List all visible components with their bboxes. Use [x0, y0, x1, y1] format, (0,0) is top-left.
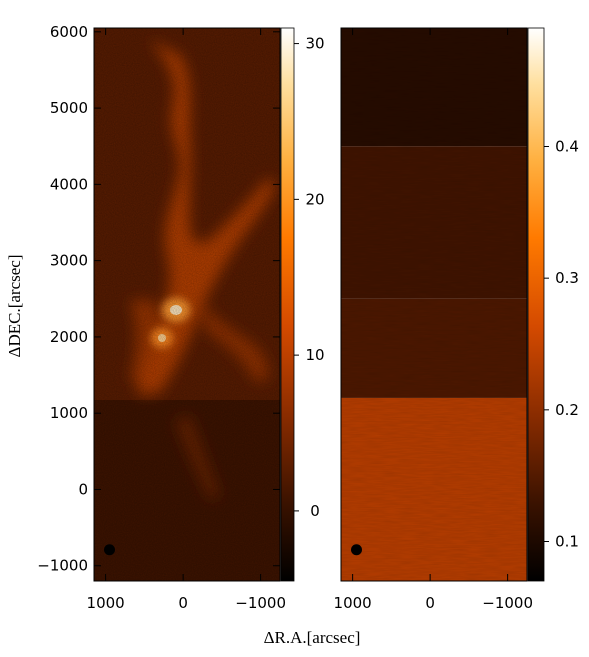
- y-tick-label: 4000: [50, 175, 88, 193]
- beam-marker: [104, 544, 115, 556]
- colorbar-tick-label: 0.4: [555, 138, 579, 156]
- y-tick-label: 6000: [50, 23, 88, 41]
- left-x-axis: 1000 0 −1000: [87, 28, 286, 612]
- right-panel: 1000 0 −1000 0.1 0.2 0.3 0.4: [334, 27, 579, 612]
- right-frame: [340, 27, 528, 582]
- colorbar-tick-label: 0.2: [555, 401, 579, 419]
- x-tick-label: 0: [425, 594, 435, 612]
- left-colorbar-axis: 0 10 20 30: [294, 35, 325, 520]
- y-axis-title: ΔDEC.[arcsec]: [5, 255, 24, 358]
- left-frame: [93, 27, 281, 582]
- colorbar-tick-label: 0.3: [555, 269, 579, 287]
- y-tick-label: 5000: [50, 99, 88, 117]
- y-tick-label: 2000: [50, 328, 88, 346]
- right-x-axis: 1000 0 −1000: [334, 28, 533, 612]
- left-y-axis: −1000 0 1000 2000 3000 4000 5000 6000: [37, 23, 280, 575]
- right-colorbar-axis: 0.1 0.2 0.3 0.4: [544, 138, 579, 551]
- y-tick-label: 3000: [50, 252, 88, 270]
- x-tick-label: 1000: [334, 594, 372, 612]
- x-tick-label: 0: [178, 594, 188, 612]
- x-tick-label: 1000: [87, 594, 125, 612]
- y-tick-label: 1000: [50, 404, 88, 422]
- y-tick-label: 0: [78, 480, 88, 498]
- y-tick-label: −1000: [37, 557, 88, 575]
- colorbar-tick-label: 20: [305, 190, 324, 208]
- x-tick-label: −1000: [482, 594, 533, 612]
- colorbar-tick-label: 0.1: [555, 533, 579, 551]
- left-colorbar: [280, 27, 295, 582]
- colorbar-tick-label: 10: [305, 346, 324, 364]
- colorbar-tick-label: 0: [310, 502, 320, 520]
- colorbar-tick-label: 30: [305, 35, 324, 53]
- right-intensity-map: [341, 28, 527, 581]
- beam-marker: [351, 544, 362, 556]
- x-tick-label: −1000: [235, 594, 286, 612]
- left-intensity-map: [94, 28, 280, 581]
- right-colorbar: [527, 27, 545, 582]
- x-axis-title: ΔR.A.[arcsec]: [264, 628, 361, 647]
